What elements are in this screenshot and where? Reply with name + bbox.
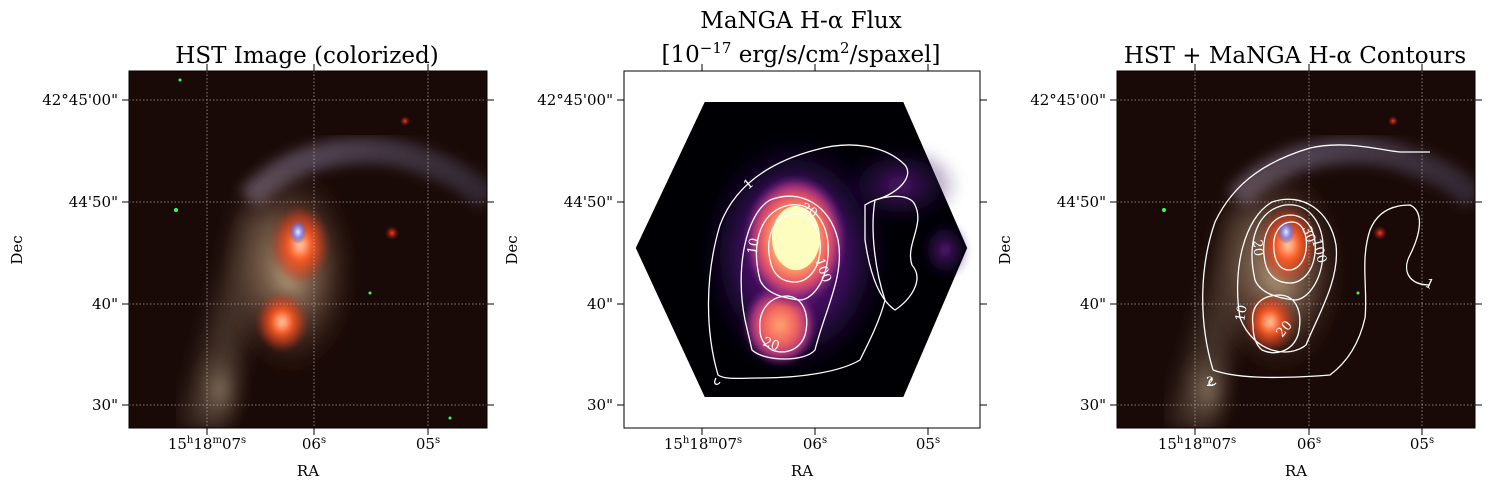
x-tick-labels: 15h18m07s 06s 05s <box>1158 435 1434 453</box>
y-tick-label: 30" <box>1080 396 1106 414</box>
contours <box>707 144 919 385</box>
x-tick-labels: 15h18m07s 06s 05s <box>168 435 440 453</box>
panel-hst: HST Image (colorized) <box>8 43 494 480</box>
y-tick-labels: 42°45'00" 44'50" 40" 30" <box>1030 91 1106 414</box>
y-tick-label: 44'50" <box>564 193 613 211</box>
y-tick-label: 40" <box>587 295 613 313</box>
panel-title-line2: [10−17 erg/s/cm2/spaxel] <box>662 39 941 68</box>
ticks <box>617 64 987 435</box>
contour-label: 2 <box>1206 375 1214 390</box>
axes-frame <box>623 70 981 429</box>
x-axis-label: RA <box>1285 462 1307 480</box>
y-tick-label: 30" <box>587 396 613 414</box>
contours <box>1202 144 1431 386</box>
x-axis-label: RA <box>791 462 813 480</box>
x-tick-label: 06s <box>302 435 326 453</box>
x-tick-labels: 15h18m07s 06s 05s <box>664 435 940 453</box>
y-tick-label: 30" <box>92 396 118 414</box>
flux-map <box>624 71 980 428</box>
x-tick-label: 06s <box>1297 435 1321 453</box>
x-tick-label: 05s <box>1410 435 1434 453</box>
x-tick-label: 06s <box>803 435 827 453</box>
y-tick-labels: 42°45'00" 44'50" 40" 30" <box>537 91 613 414</box>
panel-manga: MaNGA H-α Flux [10−17 erg/s/cm2/spaxel] <box>503 8 987 480</box>
hst-image <box>1117 71 1475 428</box>
x-axis-label: RA <box>297 462 319 480</box>
ticks <box>1110 64 1482 435</box>
panel-title: HST + MaNGA H-α Contours <box>1124 43 1466 69</box>
contour-label: 20 <box>761 335 782 355</box>
y-tick-label: 44'50" <box>1057 193 1106 211</box>
contour-label: 100 <box>1308 237 1329 265</box>
y-tick-labels: 42°45'00" 44'50" 40" 30" <box>42 91 118 414</box>
hst-image <box>129 71 487 428</box>
axes-frame <box>128 70 488 429</box>
y-tick-label: 42°45'00" <box>42 91 118 109</box>
y-tick-label: 40" <box>1080 295 1106 313</box>
grid-lines <box>129 71 487 428</box>
x-tick-label: 15h18m07s <box>664 435 742 453</box>
axes-frame <box>1116 70 1476 429</box>
panel-title: MaNGA H-α Flux <box>700 8 901 34</box>
panel-overlay: HST + MaNGA H-α Contours <box>996 43 1482 480</box>
contour-label: 20 <box>1249 239 1265 257</box>
contour-label: 10 <box>1233 304 1251 323</box>
contour-labels: 30 100 20 10 20 1 2 <box>1206 224 1436 390</box>
x-tick-label: 05s <box>416 435 440 453</box>
y-tick-label: 44'50" <box>69 193 118 211</box>
contour-label: 20 <box>798 200 820 221</box>
y-axis-label: Dec <box>8 235 26 264</box>
panel-title: HST Image (colorized) <box>175 43 438 69</box>
ticks <box>122 64 494 435</box>
x-tick-label: 15h18m07s <box>168 435 246 453</box>
y-axis-label: Dec <box>503 235 521 264</box>
x-tick-label: 15h18m07s <box>1158 435 1236 453</box>
y-tick-label: 40" <box>92 295 118 313</box>
contour-label: 30 <box>1298 224 1318 245</box>
y-axis-label: Dec <box>996 235 1014 264</box>
y-tick-label: 42°45'00" <box>1030 91 1106 109</box>
x-tick-label: 05s <box>916 435 940 453</box>
y-tick-label: 42°45'00" <box>537 91 613 109</box>
contour-label: 10 <box>745 237 763 256</box>
